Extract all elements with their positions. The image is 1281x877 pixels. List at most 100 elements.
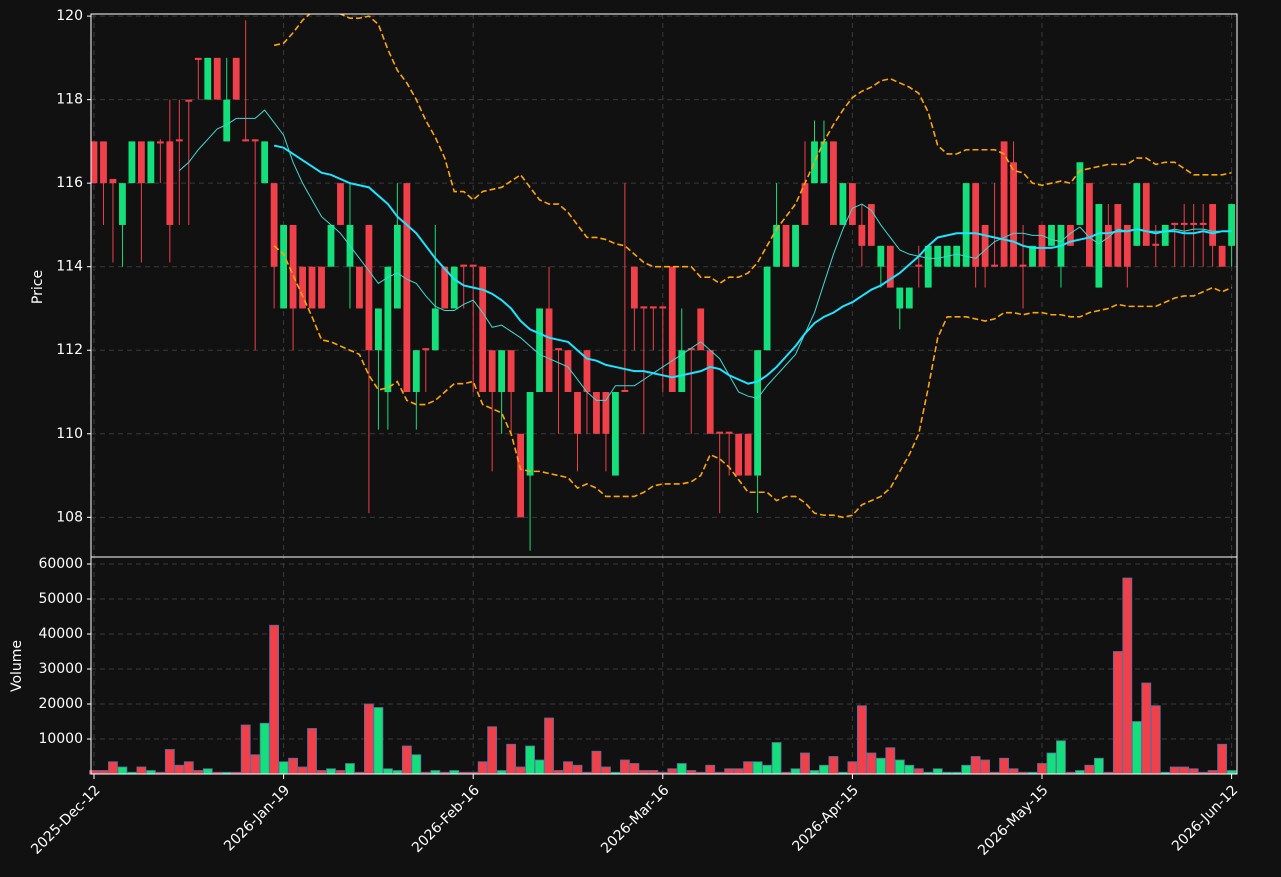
candle-body (630, 266, 638, 309)
candle-body (792, 224, 799, 267)
volume-bar (297, 766, 308, 775)
indicator-line (273, 144, 1232, 385)
candle-body (507, 350, 515, 393)
candle-body (830, 141, 837, 225)
candle-body (687, 348, 695, 351)
volume-bar (1008, 768, 1019, 775)
volume-bar (819, 764, 829, 775)
volume-bar (288, 757, 298, 775)
y-tick-label: 118 (56, 92, 83, 108)
candle-body (469, 264, 477, 267)
candle-body (972, 183, 980, 267)
volume-bar (259, 722, 270, 775)
volume-bar (1131, 721, 1142, 775)
volume-bar (515, 766, 526, 775)
volume-bar (1188, 768, 1199, 775)
candle-body (744, 433, 752, 476)
candle-body (839, 183, 847, 225)
candle-body (716, 431, 724, 434)
candle-body (801, 183, 809, 225)
volume-bar (345, 763, 355, 775)
candle-body (820, 141, 828, 184)
candle-body (517, 433, 524, 518)
candle-body (365, 224, 373, 351)
volume-bar (449, 770, 460, 775)
clipped (178, 14, 1232, 519)
volume-bar (961, 764, 972, 775)
candle-body (1142, 183, 1150, 246)
volume-bar (932, 768, 943, 775)
candle-body (773, 224, 780, 267)
volume-bar (364, 703, 374, 775)
candle-body (431, 308, 439, 351)
candle-body (782, 224, 790, 267)
volume-frame (90, 556, 1238, 775)
volume-bar (752, 761, 763, 775)
volume-bar (885, 747, 896, 775)
candle-body (545, 308, 553, 393)
y-tick-label: 110 (56, 426, 83, 442)
candle-body (1218, 245, 1226, 267)
candle-body (1171, 222, 1179, 225)
candle-body (1000, 141, 1008, 267)
candle-body (337, 183, 344, 225)
volume-bar (1037, 763, 1047, 775)
volume-bar (392, 770, 403, 775)
candle-body (1029, 245, 1036, 267)
volume-bar (999, 757, 1009, 775)
volume-bar (553, 770, 564, 775)
candle-body (602, 392, 610, 434)
candle-body (1086, 183, 1093, 267)
volume-bar (544, 717, 554, 775)
volume-bar (591, 750, 602, 775)
candle-body (1048, 224, 1055, 246)
y-axis-label: Price (30, 270, 46, 304)
volume-bar (970, 756, 981, 775)
candle-body (100, 141, 107, 184)
volume-bar (382, 768, 393, 775)
volume-bar (1141, 682, 1152, 775)
volume-bar (847, 761, 858, 775)
candle-body (1152, 243, 1160, 246)
volume-bar (980, 759, 991, 775)
candle-body (934, 245, 942, 267)
volume-bar (411, 754, 422, 775)
volume-bar (1084, 764, 1095, 775)
volume-bar (1226, 770, 1237, 775)
volume-bar (1093, 757, 1104, 775)
candle-body (460, 264, 468, 267)
candle-body (318, 266, 325, 309)
volume-bar (136, 766, 147, 775)
indicator-line (273, 14, 1232, 285)
candle-body (175, 139, 183, 142)
candle-body (498, 350, 506, 393)
volume-bar (705, 764, 716, 775)
volume-bar (686, 770, 697, 775)
candle-body (763, 266, 771, 351)
volume-bar (904, 764, 915, 775)
volume-bar (894, 759, 905, 775)
volume-bar (1056, 740, 1066, 775)
candle-body (166, 141, 174, 225)
candle-body (706, 350, 714, 434)
candle-body (204, 57, 212, 100)
volume-bar (307, 728, 317, 775)
candle-body (659, 306, 667, 309)
candle-body (649, 306, 657, 309)
candle-body (574, 392, 581, 434)
candle-body (621, 389, 629, 393)
volume-bar (866, 752, 877, 775)
candle-body (849, 183, 856, 225)
candle-body (384, 266, 392, 393)
candle-body (299, 266, 306, 309)
volume-bar (1075, 770, 1085, 775)
volume-bar (1179, 766, 1190, 775)
candle-body (375, 308, 382, 351)
candle-body (147, 141, 155, 184)
candle-body (185, 99, 193, 102)
candle-body (1123, 224, 1131, 267)
candle-body (412, 350, 420, 393)
candle-body (593, 392, 600, 434)
volume-bar (629, 763, 640, 775)
